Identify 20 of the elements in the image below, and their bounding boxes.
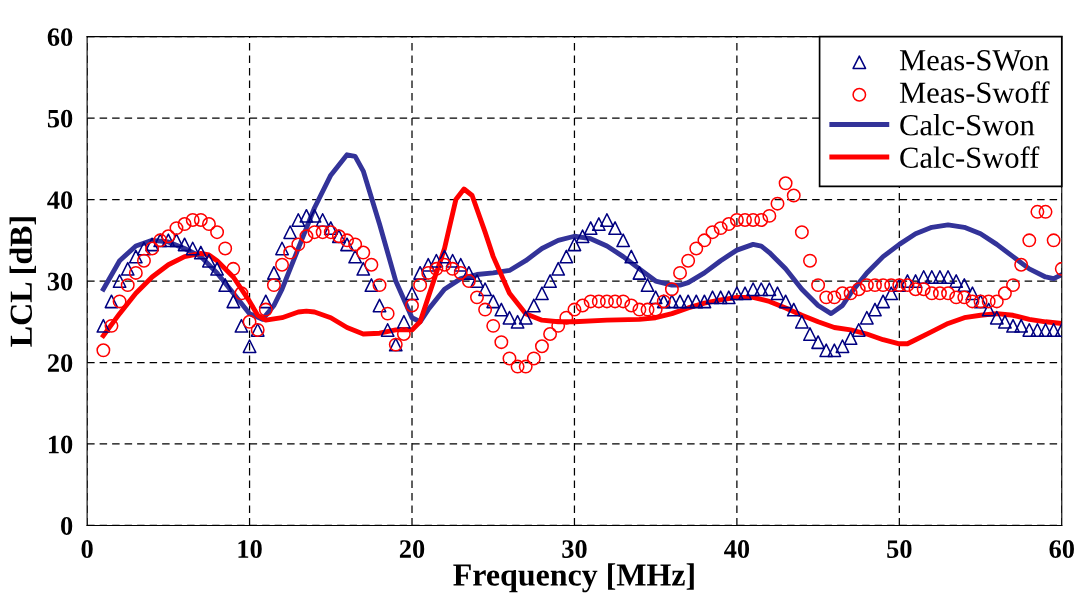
legend-label: Calc-Swoff	[900, 146, 1040, 169]
y-tick-label: 10	[48, 435, 73, 454]
y-tick-label: 30	[47, 272, 73, 291]
legend-label: Meas-SWon	[899, 50, 1049, 71]
y-tick-label: 20	[47, 354, 73, 372]
x-tick-label: 40	[724, 540, 750, 558]
x-axis-title: Frequency [MHz]	[453, 563, 694, 593]
y-tick-label: 50	[47, 109, 73, 128]
x-tick-label: 50	[887, 540, 912, 558]
y-tick-label: 60	[47, 28, 73, 47]
x-tick-label: 10	[238, 540, 262, 558]
y-tick-label: 40	[47, 191, 73, 210]
legend-label: Calc-Swon	[900, 114, 1035, 136]
x-tick-label: 30	[562, 540, 587, 558]
x-tick-label: 0	[81, 540, 93, 558]
x-tick-label: 60	[1049, 540, 1074, 558]
legend-label: Meas-Swoff	[899, 81, 1050, 104]
y-tick-label: 0	[61, 517, 73, 535]
x-tick-label: 20	[399, 540, 425, 558]
y-axis-title: LCL [dB]	[9, 217, 36, 347]
